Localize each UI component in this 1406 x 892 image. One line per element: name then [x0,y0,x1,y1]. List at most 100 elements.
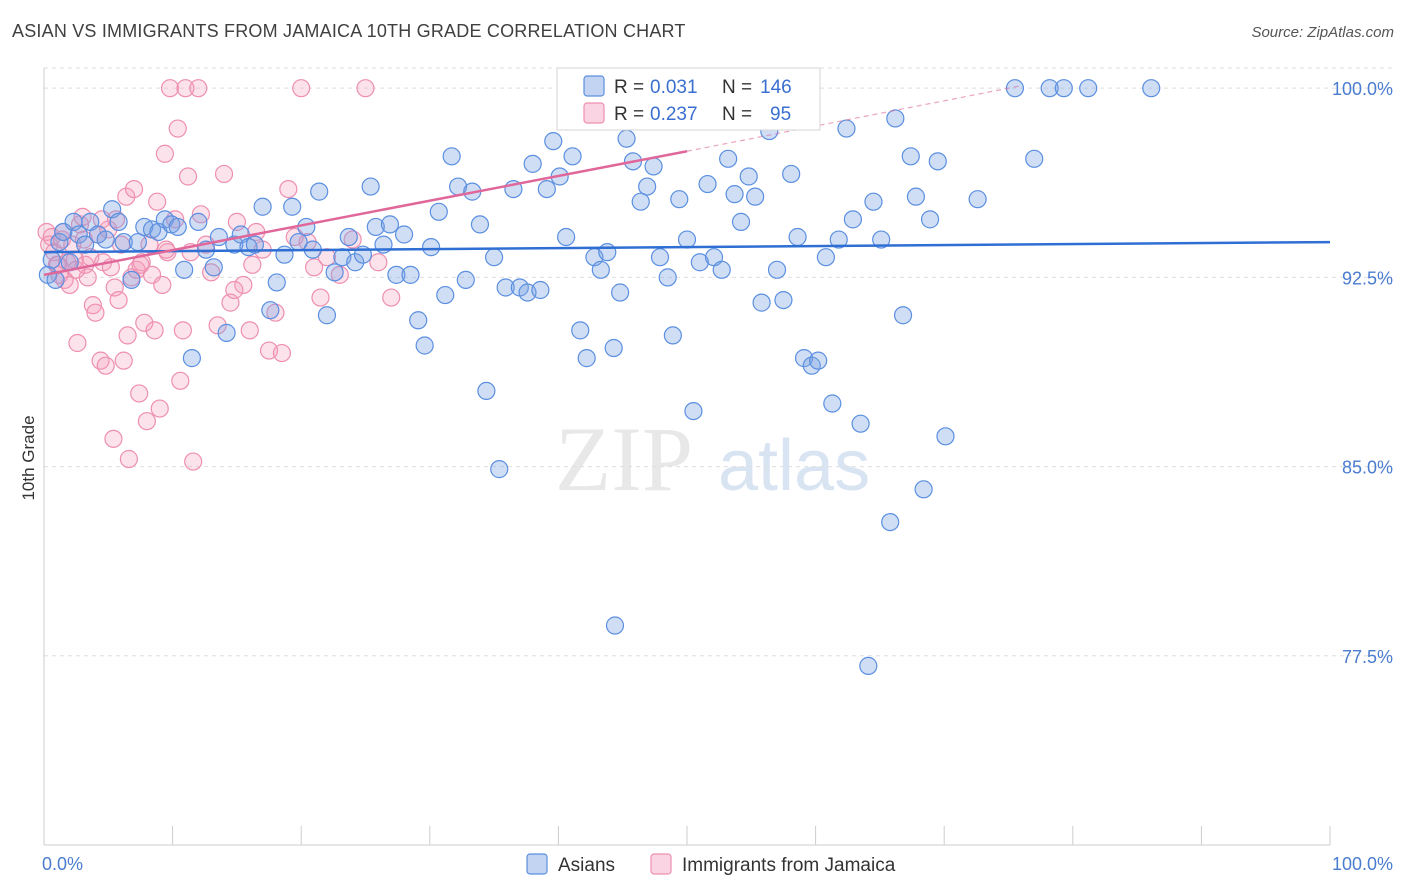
asian-point [182,349,201,368]
asian-point [387,265,406,284]
asian-point [767,260,787,279]
chart-source: Source: ZipAtlas.com [1251,24,1394,41]
x-tick-label-max: 100.0% [1332,854,1393,874]
asian-point [217,323,236,342]
jamaica-point [173,321,192,340]
jamaica-point [272,343,292,363]
jamaica-point [311,288,330,307]
asian-point [928,152,947,171]
asian-point [42,250,61,269]
asian-point [267,273,286,292]
jamaica-point [214,164,234,184]
asian-point [401,265,420,284]
asian-point [429,202,448,221]
asian-point [490,460,509,479]
jamaica-point [356,79,375,98]
asian-point [859,656,878,675]
asian-point [591,260,610,279]
asian-point [906,187,926,206]
jamaica-point [124,179,144,199]
asian-point [752,293,771,312]
asian-point [837,119,856,138]
asian-point [809,351,828,370]
jamaica-point [86,303,105,322]
legend-n-value-asians: 146 [760,77,792,98]
bottom-legend-label-jamaica: Immigrants from Jamaica [682,855,896,876]
legend-r-label-jamaica: R = [614,104,644,125]
asian-point [774,290,793,310]
asian-point [968,190,987,209]
asian-point [746,187,765,206]
asian-point [782,164,801,184]
asian-point [421,238,441,257]
asian-point [69,225,88,244]
bottom-legend: Asians Immigrants from Jamaica [526,853,896,876]
asian-point [638,177,657,196]
jamaica-point [189,79,208,98]
asian-point [50,232,69,252]
asian-point [325,263,344,282]
asian-point [409,311,428,330]
asian-point [794,349,814,368]
jamaica-point [105,278,124,297]
legend-r-value-jamaica: 0.237 [650,104,698,125]
asian-point [914,480,933,499]
jamaica-point [131,255,150,274]
jamaica-point [91,351,110,370]
asian-point [605,616,625,635]
asian-point [283,197,302,216]
asian-point [168,217,187,237]
jamaica-point [369,253,388,272]
jamaica-point [68,333,87,353]
asian-point [346,253,365,272]
asian-point [557,227,576,247]
asian-point [245,235,265,254]
y-tick-label: 85.0% [1342,458,1393,478]
asian-point [901,147,920,166]
asian-point [485,248,504,267]
jamaica-point [148,192,167,211]
jamaica-point [52,230,72,249]
asian-point [631,192,650,211]
jamaica-point [117,187,136,206]
asian-point [829,230,848,249]
asian-point [537,179,556,199]
asian-point [122,270,141,290]
asian-point [531,280,550,300]
jamaica-point [292,79,311,98]
jamaica-trend-extension [686,85,1022,152]
jamaica-point [114,351,133,370]
asian-point [936,427,955,446]
asian-trend-line [43,240,1331,254]
legend: R = 0.031 N = 146 R = 0.237 N = 95 [556,67,821,131]
jamaica-point [153,275,172,295]
jamaica-point [234,275,253,295]
jamaica-point [119,449,138,469]
jamaica-point [171,371,190,390]
asian-point [477,381,496,401]
y-tick-labels: 100.0% 92.5% 85.0% 77.5% [1332,79,1393,667]
asian-point [415,336,434,355]
jamaica-point [160,79,180,98]
asian-point [523,154,542,173]
asian-point [719,149,738,168]
asian-point [310,182,329,201]
asian-point [872,230,891,249]
legend-n-label-asians: N = [722,77,752,98]
jamaica-trend-line [43,150,688,277]
asian-point [275,245,294,264]
jamaica-point [382,288,401,307]
asian-point [731,212,751,231]
bottom-legend-swatch-jamaica [650,853,672,875]
jamaica-point [150,399,169,418]
asian-point [893,306,913,325]
jamaica-point [168,119,187,138]
jamaica-point [240,321,259,340]
asian-point [864,192,883,211]
bottom-legend-label-asians: Asians [558,855,615,876]
jamaica-point [140,235,159,254]
legend-r-value-asians: 0.031 [650,77,698,98]
asian-point [339,227,358,247]
asian-point [297,217,316,237]
jamaica-point [118,326,137,345]
